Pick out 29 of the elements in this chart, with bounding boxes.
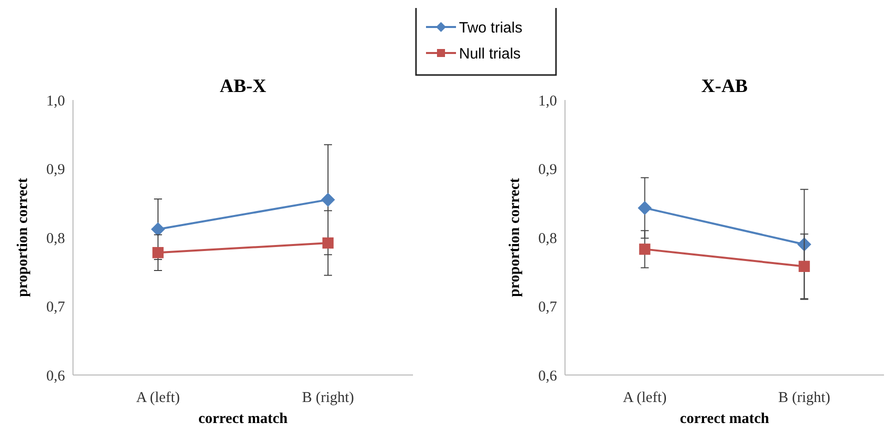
y-tick-label: 1,0 <box>538 93 557 110</box>
y-tick-label: 0,8 <box>538 230 557 247</box>
x-tick-label: A (left) <box>136 390 180 406</box>
point <box>151 222 165 236</box>
x-axis-title: correct match <box>198 411 288 427</box>
y-tick-label: 0,6 <box>538 368 558 384</box>
point <box>152 247 164 258</box>
y-tick-label: 0,7 <box>538 300 558 316</box>
x-tick-label: A (left) <box>622 390 667 406</box>
legend-label: Two trials <box>459 19 522 36</box>
point <box>322 237 334 249</box>
x-axis-title: correct match <box>680 411 770 427</box>
y-tick-label: 0,9 <box>46 162 65 178</box>
y-tick-label: 0,8 <box>46 230 65 247</box>
y-tick-label: 1,0 <box>46 93 65 110</box>
y-tick-label: 0,7 <box>46 300 66 316</box>
point <box>638 200 652 215</box>
legend-label: Null trials <box>459 45 521 62</box>
point <box>321 192 335 207</box>
chart-title: X-AB <box>701 76 748 97</box>
chart-title: AB-X <box>220 76 266 97</box>
y-tick-label: 0,6 <box>46 368 66 384</box>
point <box>639 244 650 255</box>
y-axis-title: proportion correct <box>15 178 31 297</box>
y-tick-label: 0,9 <box>538 162 557 178</box>
y-axis-title: proportion correct <box>507 178 523 297</box>
x-tick-label: B (right) <box>778 390 830 406</box>
point <box>798 260 810 272</box>
x-tick-label: B (right) <box>302 390 354 406</box>
